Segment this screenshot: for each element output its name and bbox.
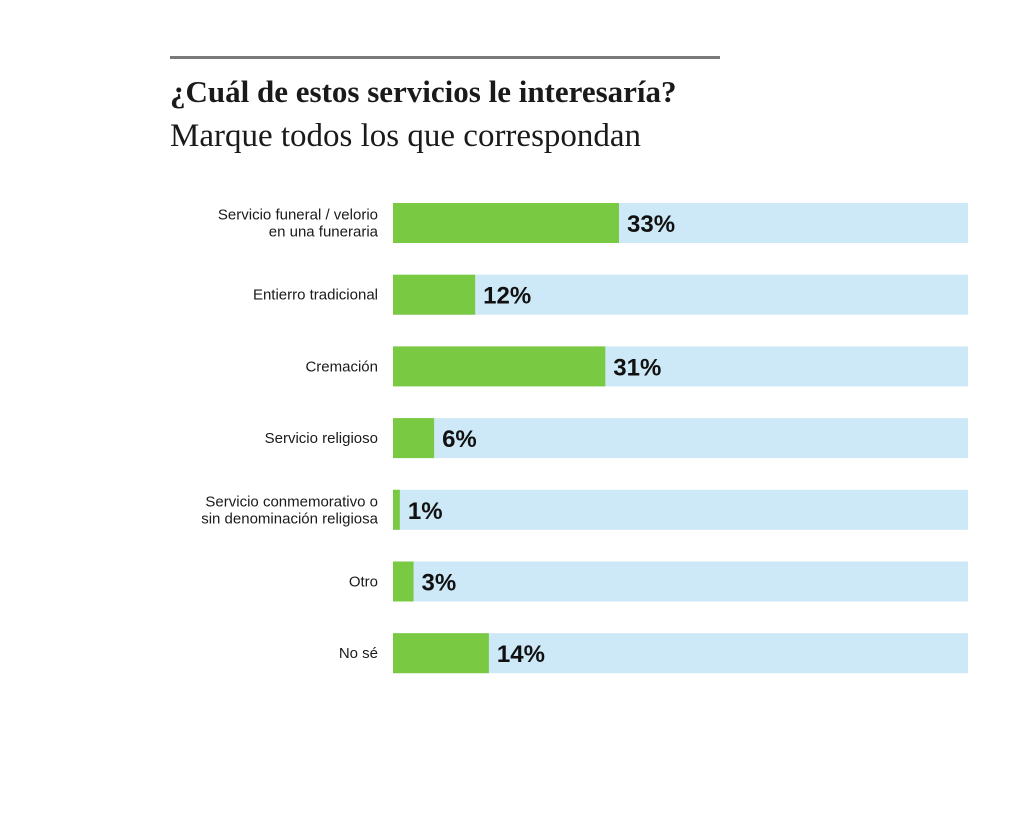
category-label: Servicio religioso: [265, 430, 378, 447]
value-label: 31%: [613, 354, 661, 381]
bar-track: [393, 274, 968, 315]
chart-title: ¿Cuál de estos servicios le interesaría?: [170, 74, 677, 109]
top-rule: [170, 56, 720, 59]
bar: [393, 274, 476, 315]
value-label: 12%: [483, 283, 531, 310]
bar: [393, 489, 400, 530]
category-label: sin denominación religiosa: [201, 510, 378, 527]
bar: [393, 633, 489, 674]
category-label: No sé: [339, 645, 378, 662]
value-label: 6%: [442, 426, 477, 453]
value-label: 3%: [422, 570, 457, 597]
value-label: 14%: [497, 641, 545, 668]
bar: [393, 418, 435, 459]
value-label: 1%: [408, 498, 443, 525]
bar-track: [393, 489, 968, 530]
bar: [393, 203, 619, 243]
value-label: 33%: [627, 211, 675, 238]
category-label: en una funeraria: [269, 224, 379, 241]
bar: [393, 561, 414, 602]
chart-subtitle: Marque todos los que correspondan: [170, 118, 642, 154]
bar-track: [393, 418, 968, 459]
category-label: Servicio funeral / velorio: [218, 207, 378, 224]
category-label: Entierro tradicional: [253, 287, 378, 304]
bar: [393, 346, 606, 387]
category-label: Otro: [349, 574, 378, 591]
category-label: Cremación: [305, 358, 378, 375]
bar-track: [393, 561, 968, 602]
category-label: Servicio conmemorativo o: [205, 493, 378, 510]
